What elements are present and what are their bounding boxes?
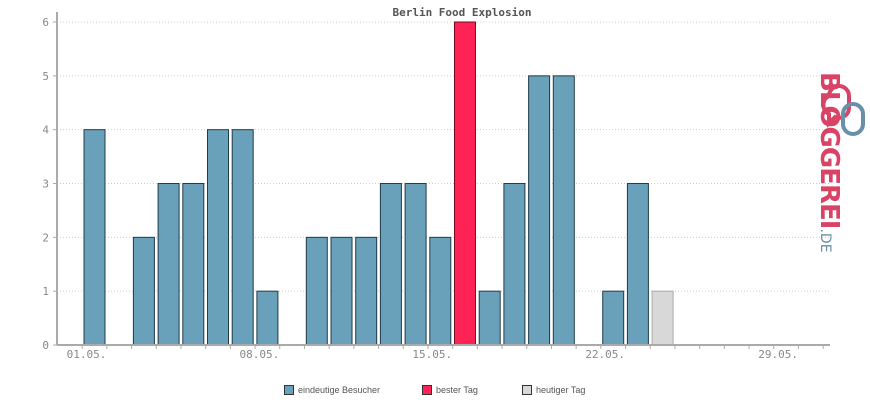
bar-10.05. [305,236,328,346]
bloggerei-logo-icon [821,84,865,136]
bar-12.05. [355,236,378,346]
bar-06.05. [207,129,229,346]
legend-item-visitors: eindeutige Besucher [284,385,380,395]
y-tick-label: 3 [42,178,49,191]
x-tick-label: 01.05. [67,348,107,361]
legend-label-today: heutiger Tag [536,385,586,395]
bar-05.05. [182,183,205,346]
bar-03.05. [132,236,155,346]
bar-15.05. [429,236,452,346]
bar-24.05. [651,290,674,346]
bar-11.05. [330,236,353,346]
bar-19.05. [528,75,551,346]
x-tick-label: 08.05. [240,348,280,361]
bar-23.05. [626,183,649,346]
bloggerei-logo-text: BLOGGEREI.DE [808,72,848,253]
y-tick-label: 4 [42,124,49,137]
legend-item-best-day: bester Tag [422,385,478,395]
y-axis-ticks: 0 1 2 3 4 5 6 [42,16,57,352]
legend: eindeutige Besucher bester Tag heutiger … [0,385,870,399]
logo-suffix: .DE [817,228,833,253]
bar-01.05. [83,129,106,346]
bar-13.05. [379,183,402,346]
legend-swatch-visitors [284,385,294,395]
axes [56,12,830,346]
legend-label-best-day: bester Tag [436,385,478,395]
bar-22.05. [602,290,625,346]
bar-18.05. [503,183,526,346]
legend-item-today: heutiger Tag [522,385,585,395]
x-tick-label: 22.05. [585,348,625,361]
bar-07.05. [231,129,254,346]
bar-04.05. [157,183,180,346]
legend-swatch-best-day [422,385,432,395]
y-tick-label: 5 [42,70,49,83]
y-tick-label: 1 [42,285,49,298]
bar-16.05. [454,21,476,346]
y-tick-label: 0 [42,339,49,352]
x-axis-ticks: 01.05. 08.05. 15.05. 22.05. 29.05. [67,345,824,361]
legend-swatch-today [522,385,532,395]
bar-20.05. [552,75,575,346]
bar-14.05. [404,183,427,346]
y-tick-label: 6 [42,16,49,29]
x-tick-label: 15.05. [412,348,452,361]
logo-wordmark: BLOGGEREI [814,72,844,229]
x-tick-label: 29.05. [758,348,798,361]
bar-17.05. [478,290,501,346]
legend-label-visitors: eindeutige Besucher [298,385,381,395]
bars [83,21,674,346]
chart-title: Berlin Food Explosion [392,6,531,19]
bar-08.05. [256,290,279,346]
y-tick-label: 2 [42,231,49,244]
